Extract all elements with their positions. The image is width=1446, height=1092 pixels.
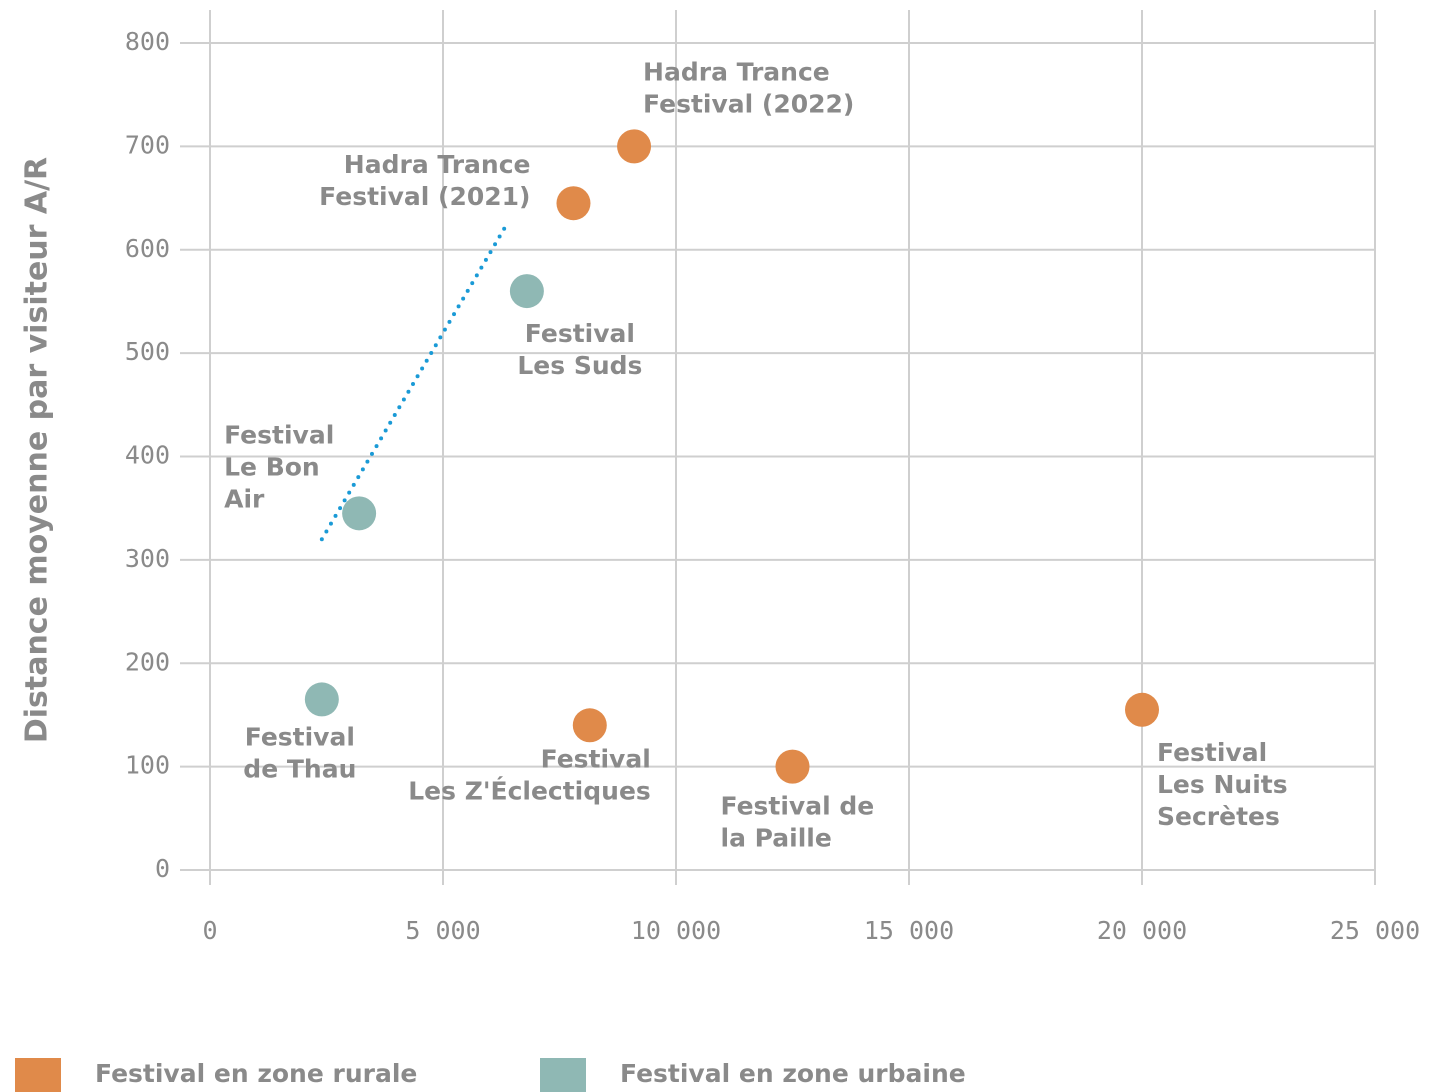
legend-label: Festival en zone urbaine — [620, 1059, 966, 1088]
point-label: Les Z'Éclectiques — [408, 776, 651, 805]
data-point — [572, 708, 607, 743]
x-tick-label: 0 — [202, 916, 217, 945]
point-label: Hadra Trance — [344, 150, 531, 179]
point-label: Festival — [245, 722, 355, 751]
y-tick-label: 0 — [155, 854, 170, 883]
point-label: Air — [224, 484, 265, 513]
y-tick-label: 700 — [125, 130, 170, 159]
point-label: la Paille — [721, 824, 832, 853]
y-tick-label: 200 — [125, 647, 170, 676]
point-label: Les Suds — [517, 351, 642, 380]
data-point — [1125, 692, 1159, 727]
legend-label: Festival en zone rurale — [95, 1059, 417, 1088]
point-label: Secrètes — [1157, 802, 1280, 831]
legend-swatch — [15, 1058, 61, 1092]
y-tick-label: 800 — [125, 27, 170, 56]
data-point — [617, 129, 652, 164]
point-label: Hadra Trance — [643, 57, 830, 86]
point-label: Festival — [541, 744, 651, 773]
data-point — [304, 682, 339, 717]
point-label: Festival (2022) — [643, 89, 854, 118]
point-label: Les Nuits — [1157, 770, 1288, 799]
trend-line — [319, 219, 511, 542]
data-point — [342, 496, 377, 531]
data-point — [509, 274, 544, 309]
x-tick-label: 25 000 — [1330, 916, 1420, 945]
legend-swatch — [540, 1058, 586, 1092]
point-label: de Thau — [243, 754, 356, 783]
point-label: Le Bon — [224, 452, 320, 481]
y-tick-label: 400 — [125, 441, 170, 470]
x-tick-label: 10 000 — [631, 916, 721, 945]
x-tick-label: 15 000 — [864, 916, 954, 945]
point-label: Festival — [1157, 738, 1267, 767]
y-tick-label: 500 — [125, 337, 170, 366]
y-tick-label: 300 — [125, 544, 170, 573]
y-axis-label: Distance moyenne par visiteur A/R — [20, 157, 55, 743]
data-point — [556, 186, 591, 221]
point-label: Festival (2021) — [319, 182, 530, 211]
data-point — [775, 749, 810, 784]
x-tick-label: 5 000 — [405, 916, 480, 945]
y-tick-label: 600 — [125, 234, 170, 263]
y-tick-label: 100 — [125, 751, 170, 780]
point-label: Festival de — [721, 792, 875, 821]
point-label: Festival — [224, 420, 334, 449]
point-label: Festival — [525, 319, 635, 348]
x-tick-label: 20 000 — [1097, 916, 1187, 945]
